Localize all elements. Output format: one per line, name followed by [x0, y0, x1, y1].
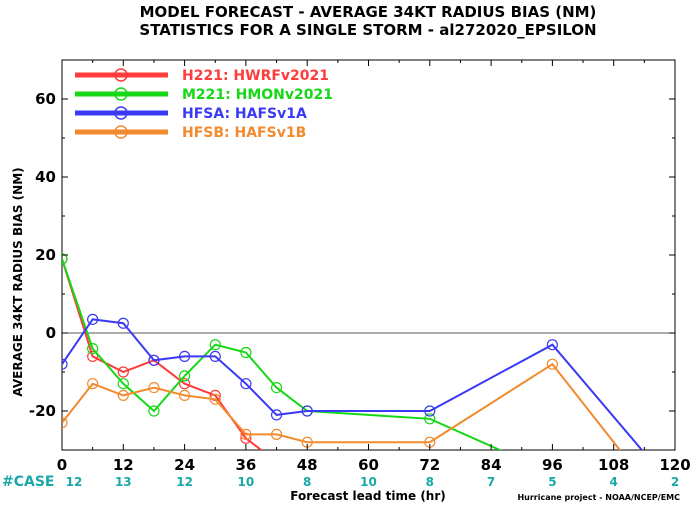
data-point: [272, 457, 282, 467]
data-point: [62, 358, 68, 370]
data-point: [270, 409, 283, 421]
series-2: [62, 313, 644, 450]
data-point: [424, 413, 436, 425]
data-point: [117, 378, 129, 390]
legend-marker: [114, 125, 128, 139]
legend-marker: [114, 87, 128, 101]
data-point: [148, 405, 160, 417]
case-count: 7: [487, 475, 495, 489]
data-point: [240, 346, 252, 359]
legend-entry: H221: HWRFv2021: [75, 68, 329, 84]
data-point: [117, 366, 129, 378]
data-point: [117, 389, 129, 401]
x-tick-label: 0: [57, 456, 67, 474]
data-point: [87, 350, 99, 362]
y-tick-label: 40: [35, 168, 56, 186]
x-tick-label: 96: [542, 456, 563, 474]
legend-entry: HFSB: HAFSv1B: [75, 125, 306, 141]
y-tick-label: 20: [35, 246, 56, 264]
data-point: [62, 253, 68, 265]
case-count: 4: [610, 475, 618, 489]
case-label: #CASE: [2, 474, 55, 490]
x-tick-label: 108: [598, 456, 629, 474]
legend-marker: [114, 68, 128, 82]
case-count: 8: [426, 475, 434, 489]
legend: H221: HWRFv2021 M221: HMONv2021 HFSA: HAFS…: [75, 68, 333, 141]
series-layer: [62, 253, 644, 467]
data-point: [209, 350, 221, 362]
case-count: 8: [303, 475, 311, 489]
data-point: [209, 339, 221, 351]
chart-subtitle: STATISTICS FOR A SINGLE STORM - al272020…: [139, 21, 596, 39]
case-count: 10: [360, 475, 377, 489]
case-counts: 12 13 12 10 8 10 8 7 5 4 2: [66, 475, 680, 489]
data-point: [546, 339, 559, 351]
data-point: [424, 405, 436, 417]
data-point: [301, 405, 313, 417]
x-axis-ticks: 0 12 24 36 48 60 72 84 96 108 120: [57, 60, 691, 474]
y-tick-label: 0: [46, 324, 56, 342]
x-tick-label: 48: [297, 456, 318, 474]
data-point: [179, 370, 191, 382]
plot-area: [61, 59, 676, 451]
data-point: [179, 389, 191, 401]
y-axis-label: AVERAGE 34KT RADIUS BIAS (NM): [11, 167, 25, 396]
data-point: [87, 343, 99, 355]
x-tick-label: 24: [174, 456, 195, 474]
data-point: [87, 378, 99, 390]
x-tick-label: 60: [358, 456, 379, 474]
series-3: [62, 358, 622, 450]
data-point: [270, 428, 283, 440]
credit-text: Hurricane project - NOAA/NCEP/EMC: [517, 493, 680, 502]
data-point: [179, 378, 191, 390]
case-count: 13: [115, 475, 132, 489]
x-tick-label: 120: [659, 456, 690, 474]
x-tick-label: 36: [235, 456, 256, 474]
data-point: [546, 358, 559, 370]
data-point: [148, 354, 160, 366]
legend-marker: [114, 106, 128, 120]
data-point: [240, 428, 252, 440]
y-axis-ticks: -20 0 20 40 60: [29, 59, 675, 451]
case-count: 2: [671, 475, 679, 489]
legend-label: HFSA: HAFSv1A: [182, 106, 307, 122]
data-point: [117, 317, 129, 329]
x-axis-label: Forecast lead time (hr): [290, 489, 446, 503]
legend-label: HFSB: HAFSv1B: [182, 125, 306, 141]
data-point: [240, 378, 252, 390]
data-point: [62, 417, 68, 429]
case-count: 5: [548, 475, 556, 489]
case-count: 10: [238, 475, 255, 489]
case-count: 12: [176, 475, 193, 489]
x-tick-label: 84: [481, 456, 502, 474]
plot-frame: [61, 59, 676, 451]
x-tick-label: 12: [113, 456, 134, 474]
data-point: [209, 393, 221, 405]
series-line: [62, 258, 263, 450]
data-point: [270, 382, 283, 394]
y-tick-label: -20: [29, 402, 56, 420]
chart-title: MODEL FORECAST - AVERAGE 34KT RADIUS BIA…: [140, 3, 597, 21]
data-point: [179, 350, 191, 362]
series-line: [62, 258, 503, 450]
data-point: [148, 382, 160, 394]
legend-label: H221: HWRFv2021: [182, 68, 329, 84]
y-tick-label: 60: [35, 90, 56, 108]
legend-label: M221: HMONv2021: [182, 87, 333, 103]
case-count: 12: [66, 475, 83, 489]
data-point: [87, 313, 99, 325]
x-tick-label: 72: [419, 456, 440, 474]
legend-entry: HFSA: HAFSv1A: [75, 106, 307, 122]
legend-entry: M221: HMONv2021: [75, 87, 333, 103]
